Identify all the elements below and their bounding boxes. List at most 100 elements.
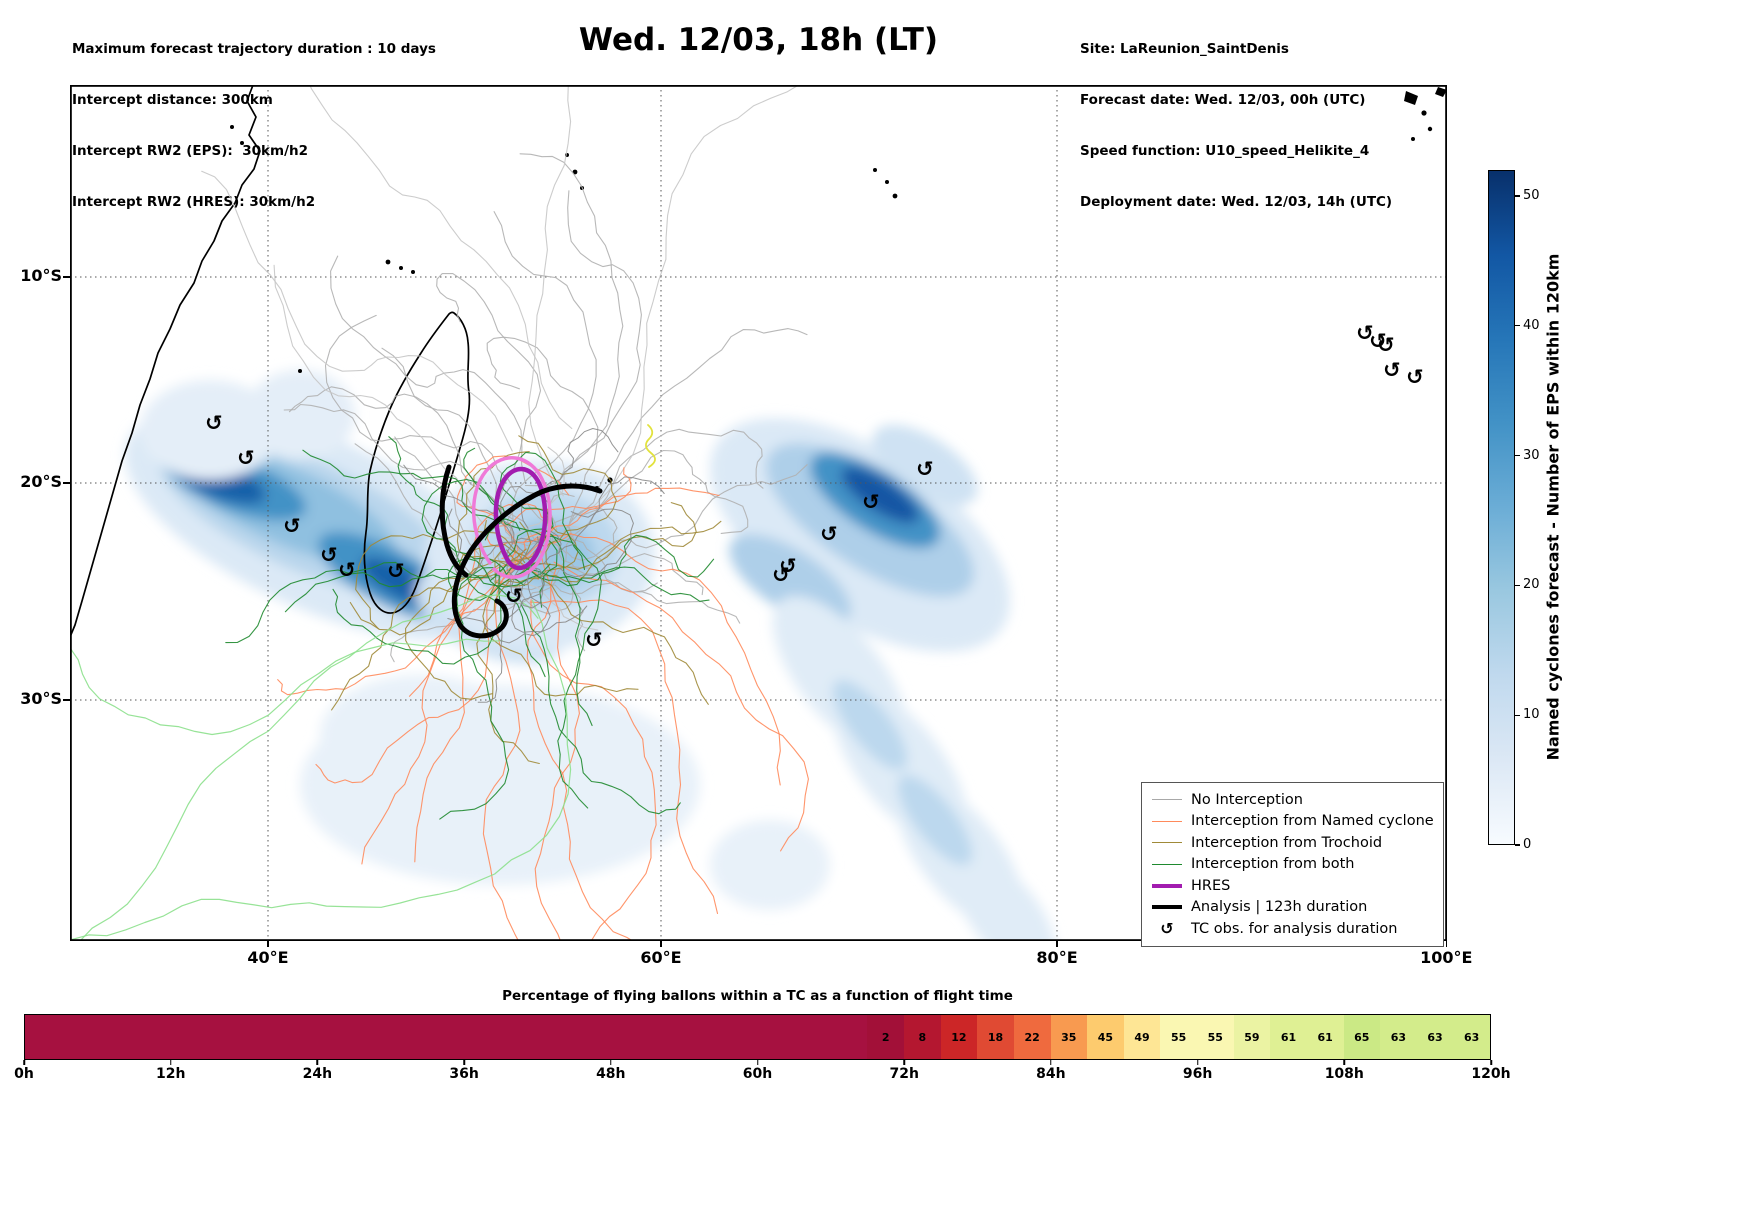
flight-bar-segment: 55 (1160, 1015, 1197, 1059)
colorbar-tick-mark (1515, 714, 1520, 716)
trajectory-named-cyclone (277, 557, 522, 696)
trajectory-dense-core (534, 476, 665, 566)
legend-line-icon (1152, 863, 1182, 865)
flight-bar-segment: 55 (1197, 1015, 1234, 1059)
tc-obs-symbol: ↺ (585, 628, 603, 652)
flight-bar-segment: 12 (940, 1015, 978, 1059)
tc-obs-symbol: ↺ (283, 514, 301, 538)
trajectory-both-light (70, 599, 572, 941)
flight-bar-value: 55 (1171, 1030, 1187, 1044)
legend-label: Analysis | 123h duration (1191, 899, 1368, 916)
y-axis-tick-mark (63, 276, 70, 278)
y-axis-tick-mark (63, 482, 70, 484)
flight-bar-segment: 22 (1013, 1015, 1051, 1059)
legend-line-icon (1152, 905, 1182, 910)
y-axis-tick-label: 20°S (20, 472, 62, 492)
tc-obs-legend-icon: ↺ (1160, 919, 1174, 939)
flight-time-percentage-bar: 2 8 12 18 22 35 45 49 55 55 59 61 61 65 63 63 63 (24, 1014, 1491, 1060)
flight-axis-tick-label: 72h (889, 1066, 919, 1082)
trajectory-both (499, 451, 586, 571)
colorbar-tick-mark (1515, 844, 1520, 846)
trajectory-no-interception (572, 449, 749, 534)
trajectory-no-interception-far (309, 85, 573, 430)
legend-line-swatch (1152, 820, 1182, 822)
tc-obs-symbol: ↺ (772, 563, 790, 587)
trajectory-named-cyclone (534, 544, 580, 941)
flight-bar-segment (25, 1015, 868, 1059)
trajectory-trochoid (456, 451, 532, 567)
legend-line-swatch (1152, 799, 1182, 801)
analysis-track (451, 483, 603, 639)
trajectory-no-interception-far (201, 170, 513, 452)
flight-bar-value: 49 (1134, 1030, 1150, 1044)
trajectory-trochoid (405, 520, 493, 700)
x-axis-tick-mark (1445, 941, 1448, 947)
tc-obs-symbol: ↺ (237, 446, 255, 470)
trajectory-no-interception (564, 428, 764, 543)
flight-bar-segment: 61 (1270, 1015, 1307, 1059)
yellow-trajectory (645, 424, 656, 468)
small-islands (230, 87, 1447, 492)
info-block-right: Site: LaReunion_SaintDenis Forecast date… (1080, 7, 1392, 245)
flight-time-axis: 0h 12h 24h 36h 48h 60h 72h 84h 96h 108h 120h (14, 1060, 1511, 1086)
legend-line-swatch (1152, 883, 1182, 888)
legend-item: ↺ TC obs. for analysis duration (1152, 918, 1433, 940)
flight-axis-tick-mark (756, 1060, 759, 1065)
flight-bar-segment: 65 (1343, 1015, 1381, 1059)
africa-coastline (70, 85, 261, 638)
trajectory-both (520, 603, 681, 815)
x-axis-tick-label: 60°E (640, 948, 682, 967)
tc-observations: ↺↺↺↺↺ ↺↺↺↺↺↺↺↺↺↺↺↺ ↺ (205, 321, 1424, 652)
tc-obs-symbol: ↺ (205, 411, 223, 435)
y-axis-tick-mark (63, 699, 70, 701)
legend-item: Interception from both (1152, 854, 1433, 876)
eps-colorbar (1488, 170, 1515, 845)
x-axis-tick-label: 80°E (1036, 948, 1078, 967)
colorbar-label: Named cyclones forecast - Number of EPS … (1543, 253, 1563, 761)
colorbar-tick-mark (1515, 195, 1520, 197)
info-line-forecast-date: Forecast date: Wed. 12/03, 00h (UTC) (1080, 92, 1366, 108)
flight-bar-segment: 63 (1453, 1015, 1490, 1059)
trajectory-both (463, 447, 558, 608)
trajectory-both (332, 565, 502, 665)
trajectory-no-interception-far (273, 264, 580, 540)
madagascar-outline (363, 311, 471, 614)
colorbar-tick-mark (1515, 584, 1520, 587)
flight-bar-value: 63 (1390, 1030, 1407, 1044)
flight-axis-tick-label: 108h (1324, 1066, 1364, 1082)
tc-obs-symbol: ↺ (916, 457, 934, 481)
flight-axis-tick-mark (463, 1060, 465, 1065)
legend-label: TC obs. for analysis duration (1191, 920, 1398, 937)
tc-obs-symbol: ↺ (862, 490, 880, 514)
trajectory-both (494, 528, 593, 727)
eps-density-field (125, 370, 1056, 941)
tc-obs-symbol: ↺ (1369, 329, 1387, 353)
trajectory-dense-core (559, 508, 634, 578)
flight-bar-segment: 18 (977, 1015, 1014, 1059)
flight-bar-value: 63 (1464, 1030, 1480, 1044)
x-axis-tick-label: 100°E (1420, 948, 1473, 967)
flight-bar-value: 45 (1097, 1030, 1114, 1044)
tc-obs-symbol: ↺ (338, 558, 356, 582)
legend-label: Interception from Trochoid (1191, 834, 1383, 851)
colorbar-tick-mark (1515, 454, 1520, 457)
trajectory-no-interception (524, 190, 642, 488)
trajectory-no-interception-far (528, 85, 572, 497)
trajectory-trochoid (349, 519, 551, 636)
trajectory-both (541, 535, 602, 809)
flight-bar-value: 63 (1427, 1030, 1443, 1044)
flight-bar-value: 61 (1317, 1030, 1333, 1044)
trajectory-trochoid (493, 520, 722, 587)
flight-axis-tick-label: 12h (155, 1066, 186, 1082)
flight-bar-value: 61 (1280, 1030, 1297, 1044)
trajectory-both (388, 436, 525, 586)
legend-line-icon (1152, 842, 1182, 844)
tc-obs-symbol: ↺ (387, 559, 405, 583)
legend-item: No Interception (1152, 789, 1433, 811)
colorbar-tick-label: 40 (1523, 317, 1540, 333)
tc-obs-symbol: ↺ (1406, 365, 1424, 389)
analysis-track-branch (439, 464, 469, 578)
flight-axis-tick-label: 60h (742, 1066, 773, 1082)
flight-axis-tick-label: 36h (449, 1066, 479, 1082)
trajectory-no-interception (330, 255, 526, 482)
